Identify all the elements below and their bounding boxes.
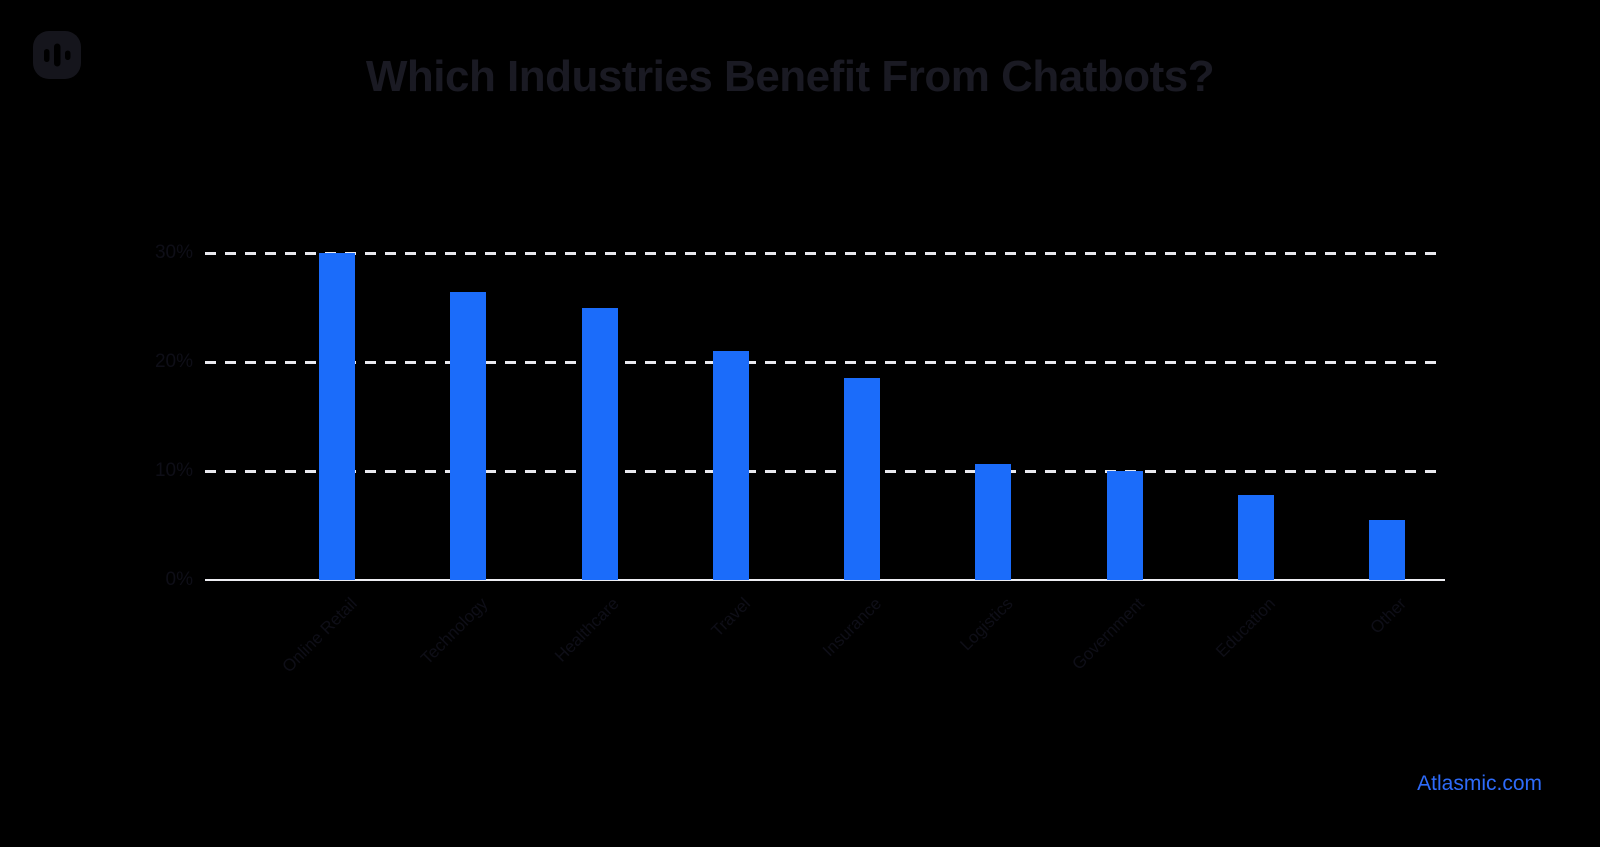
bar-travel <box>712 351 749 580</box>
chart-title: Which Industries Benefit From Chatbots? <box>365 52 1215 101</box>
bar-insurance <box>844 378 880 580</box>
x-tick-label: Healthcare <box>551 594 623 666</box>
y-tick-label: 30% <box>154 242 193 263</box>
x-tick-label: Travel <box>707 594 755 641</box>
bar-technology <box>450 292 487 580</box>
x-tick-label: Logistics <box>956 594 1017 655</box>
bar-logistics <box>975 464 1012 580</box>
gridline-20pct <box>205 361 1445 364</box>
bar-other <box>1369 520 1405 580</box>
y-tick-label: 0% <box>165 569 193 590</box>
x-tick-label: Other <box>1366 594 1411 638</box>
gridline-30pct <box>205 252 1445 255</box>
x-tick-label: Education <box>1212 594 1280 661</box>
atlasmic-site-link[interactable]: Atlasmic.com <box>1417 772 1542 795</box>
atlasmic-logo-icon <box>33 31 81 79</box>
x-tick-label: Government <box>1068 594 1148 674</box>
x-tick-label: Online Retail <box>278 594 361 677</box>
y-tick-label: 20% <box>154 351 193 372</box>
bar-online-retail <box>319 253 355 580</box>
x-tick-label: Insurance <box>819 594 886 661</box>
bar-education <box>1237 494 1274 580</box>
x-tick-label: Technology <box>417 594 492 669</box>
bar-healthcare <box>581 307 618 580</box>
x-axis-line <box>205 579 1445 581</box>
bar-government <box>1106 471 1143 580</box>
gridline-10pct <box>205 470 1445 473</box>
y-tick-label: 10% <box>154 460 193 481</box>
